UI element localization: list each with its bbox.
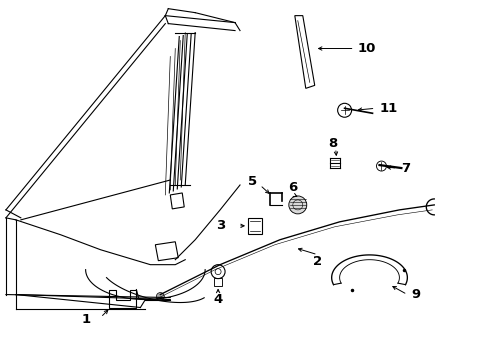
Text: 9: 9 xyxy=(410,288,420,301)
Text: 7: 7 xyxy=(401,162,410,175)
Text: 4: 4 xyxy=(213,293,222,306)
Text: 10: 10 xyxy=(357,42,375,55)
Text: 8: 8 xyxy=(327,137,337,150)
Text: 5: 5 xyxy=(248,175,257,189)
Text: 1: 1 xyxy=(81,313,90,326)
Circle shape xyxy=(156,293,164,301)
Circle shape xyxy=(288,196,306,214)
Text: 3: 3 xyxy=(215,219,224,232)
Text: 11: 11 xyxy=(379,102,397,115)
Text: 6: 6 xyxy=(287,181,297,194)
Text: 2: 2 xyxy=(312,255,322,268)
